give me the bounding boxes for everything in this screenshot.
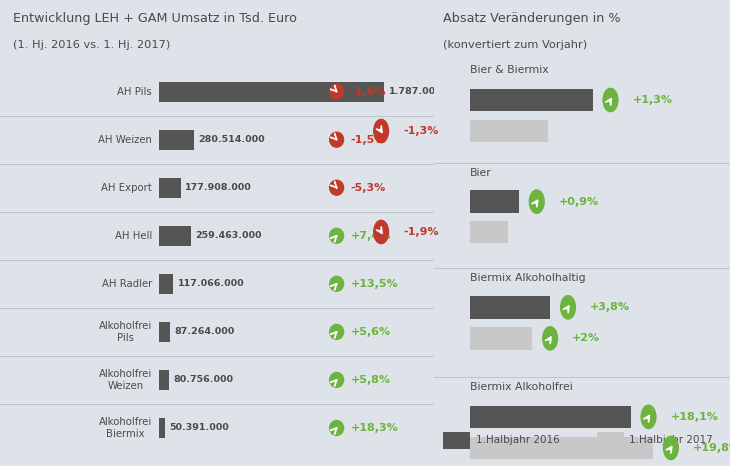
Text: Bier: Bier: [470, 168, 491, 178]
Circle shape: [374, 220, 388, 244]
Bar: [470, 327, 532, 350]
Text: +2%: +2%: [572, 333, 601, 343]
Text: 50.391.000: 50.391.000: [169, 424, 229, 432]
Bar: [158, 178, 181, 198]
Text: AH Hell: AH Hell: [115, 231, 152, 241]
Text: Biermix Alkoholfrei: Biermix Alkoholfrei: [470, 382, 572, 392]
Bar: [158, 82, 385, 102]
Circle shape: [330, 324, 344, 339]
Text: +0,9%: +0,9%: [559, 197, 599, 206]
Text: +19,8%: +19,8%: [693, 443, 730, 453]
Text: Bier & Biermix: Bier & Biermix: [470, 65, 548, 75]
Bar: [470, 221, 508, 243]
Text: AH Radler: AH Radler: [101, 279, 152, 289]
Text: 259.463.000: 259.463.000: [196, 231, 262, 240]
Bar: [158, 418, 165, 438]
Bar: [158, 130, 194, 150]
Text: AH Pils: AH Pils: [118, 87, 152, 96]
Text: 117.066.000: 117.066.000: [177, 279, 245, 288]
Bar: [443, 432, 470, 449]
Text: Alkoholfrei
Biermix: Alkoholfrei Biermix: [99, 417, 152, 439]
Circle shape: [330, 420, 344, 435]
Bar: [158, 274, 173, 294]
Text: AH Export: AH Export: [101, 183, 152, 193]
Text: +1,3%: +1,3%: [633, 95, 672, 105]
Text: +18,1%: +18,1%: [671, 412, 718, 422]
Circle shape: [330, 372, 344, 387]
Text: Absatz Veränderungen in %: Absatz Veränderungen in %: [443, 12, 620, 25]
Circle shape: [330, 180, 344, 195]
Text: Alkoholfrei
Pils: Alkoholfrei Pils: [99, 321, 152, 343]
Text: 87.264.000: 87.264.000: [174, 328, 234, 336]
Text: +7,4%: +7,4%: [350, 231, 391, 241]
Text: -1,9%: -1,9%: [403, 227, 439, 237]
Text: 1.Halbjahr 2017: 1.Halbjahr 2017: [629, 435, 713, 445]
Bar: [470, 120, 548, 142]
Bar: [470, 89, 593, 111]
Circle shape: [561, 296, 575, 319]
Text: 1.787.000.000: 1.787.000.000: [389, 87, 466, 96]
Text: 1.Halbjahr 2016: 1.Halbjahr 2016: [476, 435, 559, 445]
Text: -1,3%: -1,3%: [403, 126, 439, 136]
Text: +5,8%: +5,8%: [350, 375, 391, 385]
Text: +18,3%: +18,3%: [350, 423, 399, 433]
Circle shape: [664, 436, 678, 459]
Text: (1. Hj. 2016 vs. 1. Hj. 2017): (1. Hj. 2016 vs. 1. Hj. 2017): [13, 40, 170, 49]
Circle shape: [374, 119, 388, 143]
Circle shape: [641, 405, 656, 429]
Circle shape: [330, 276, 344, 291]
Circle shape: [330, 228, 344, 243]
Circle shape: [603, 89, 618, 112]
Circle shape: [330, 84, 344, 99]
Circle shape: [543, 327, 558, 350]
Bar: [470, 296, 550, 319]
Text: -5,3%: -5,3%: [350, 183, 385, 193]
Text: 80.756.000: 80.756.000: [173, 376, 233, 384]
Bar: [158, 370, 169, 390]
Text: Entwicklung LEH + GAM Umsatz in Tsd. Euro: Entwicklung LEH + GAM Umsatz in Tsd. Eur…: [13, 12, 297, 25]
Circle shape: [330, 132, 344, 147]
Bar: [158, 226, 191, 246]
Text: AH Weizen: AH Weizen: [98, 135, 152, 144]
Circle shape: [529, 190, 544, 213]
Text: -1,5%: -1,5%: [350, 135, 386, 144]
Text: Biermix Alkoholhaltig: Biermix Alkoholhaltig: [470, 273, 585, 282]
Text: -1,6%: -1,6%: [350, 87, 386, 96]
Text: +13,5%: +13,5%: [350, 279, 398, 289]
Text: 177.908.000: 177.908.000: [185, 183, 252, 192]
Text: +3,8%: +3,8%: [591, 302, 630, 312]
Text: Alkoholfrei
Weizen: Alkoholfrei Weizen: [99, 369, 152, 391]
Bar: [470, 191, 519, 213]
Bar: [597, 432, 623, 449]
Text: 280.514.000: 280.514.000: [199, 135, 265, 144]
Text: (konvertiert zum Vorjahr): (konvertiert zum Vorjahr): [443, 40, 588, 49]
Text: +5,6%: +5,6%: [350, 327, 391, 337]
Bar: [470, 406, 631, 428]
Bar: [470, 437, 653, 459]
Bar: [158, 322, 169, 342]
